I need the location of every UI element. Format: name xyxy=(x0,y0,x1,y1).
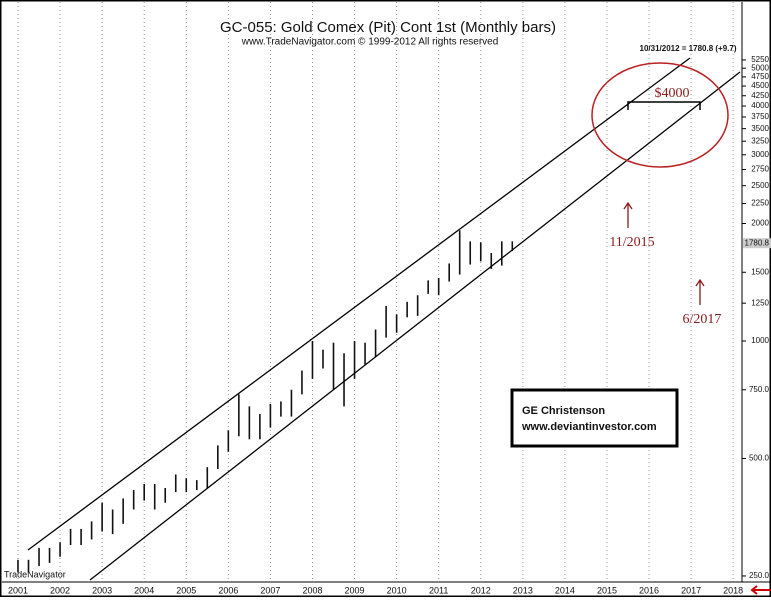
y-tick-label: 4500 xyxy=(751,81,769,90)
x-tick-label: 2004 xyxy=(134,585,154,595)
channel-lower xyxy=(89,71,741,581)
y-tick-label: 3750 xyxy=(751,112,769,121)
credit-site: www.deviantinvestor.com xyxy=(521,421,657,433)
y-tick-label: 2750 xyxy=(751,165,769,174)
arrow xyxy=(623,201,633,228)
y-tick-label: 4250 xyxy=(751,91,769,100)
x-tick-label: 2008 xyxy=(302,585,322,595)
y-tick-label: 500.0 xyxy=(749,454,770,463)
y-tick-label: 2500 xyxy=(751,181,769,190)
x-tick-label: 2016 xyxy=(639,585,659,595)
channel-upper xyxy=(27,57,691,551)
y-tick-label: 4000 xyxy=(751,101,769,110)
x-tick-label: 2018 xyxy=(723,585,743,595)
x-tick-label: 2012 xyxy=(471,585,491,595)
x-tick-label: 2013 xyxy=(513,585,533,595)
last-note: 10/31/2012 = 1780.8 (+9.7) xyxy=(640,44,737,53)
last-price-label: 1780.8 xyxy=(745,238,770,247)
y-tick-label: 5000 xyxy=(751,63,769,72)
y-tick-label: 2250 xyxy=(751,199,769,208)
marks xyxy=(17,230,514,573)
x-tick-label: 2010 xyxy=(387,585,407,595)
y-tick-label: 2000 xyxy=(751,219,769,228)
scroll-arrow xyxy=(750,585,771,595)
x-tick-label: 2009 xyxy=(345,585,365,595)
last-price-box xyxy=(743,238,771,249)
chart-title: GC-055: Gold Comex (Pit) Cont 1st (Month… xyxy=(220,19,556,36)
y-tick-label: 1000 xyxy=(751,336,769,345)
credit-name: GE Christenson xyxy=(522,405,605,417)
x-tick-label: 2014 xyxy=(555,585,575,595)
annotation: $4000 xyxy=(655,86,690,101)
grid xyxy=(17,2,734,582)
x-tick-label: 2006 xyxy=(218,585,238,595)
x-tick-label: 2017 xyxy=(681,585,701,595)
x-tick-label: 2007 xyxy=(260,585,280,595)
y-tick-label: 5250 xyxy=(751,55,769,64)
annotation: 11/2015 xyxy=(609,235,654,250)
x-tick-label: 2005 xyxy=(176,585,196,595)
y-tick-label: 250.0 xyxy=(749,571,770,580)
target-circle xyxy=(591,62,729,168)
annotation: 6/2017 xyxy=(683,312,722,327)
x-tick-label: 2011 xyxy=(429,585,448,595)
watermark: TradeNavigator xyxy=(4,569,66,579)
y-tick-label: 1250 xyxy=(751,298,769,307)
y-tick-label: 3000 xyxy=(751,150,769,159)
y-tick-label: 3250 xyxy=(751,136,769,145)
arrow xyxy=(695,278,705,305)
y-tick-label: 750.0 xyxy=(749,385,770,394)
credit-box xyxy=(510,388,679,448)
bracket xyxy=(627,101,701,110)
x-tick-label: 2002 xyxy=(50,585,70,595)
subtitle: www.TradeNavigator.com © 1999-2012 All r… xyxy=(241,37,499,48)
x-tick-label: 2001 xyxy=(8,585,28,595)
x-tick-label: 2015 xyxy=(597,585,617,595)
y-tick-label: 4750 xyxy=(751,72,769,81)
y-tick-label: 3500 xyxy=(751,124,769,133)
y-tick-label: 1500 xyxy=(751,267,769,276)
x-tick-label: 2003 xyxy=(92,585,112,595)
